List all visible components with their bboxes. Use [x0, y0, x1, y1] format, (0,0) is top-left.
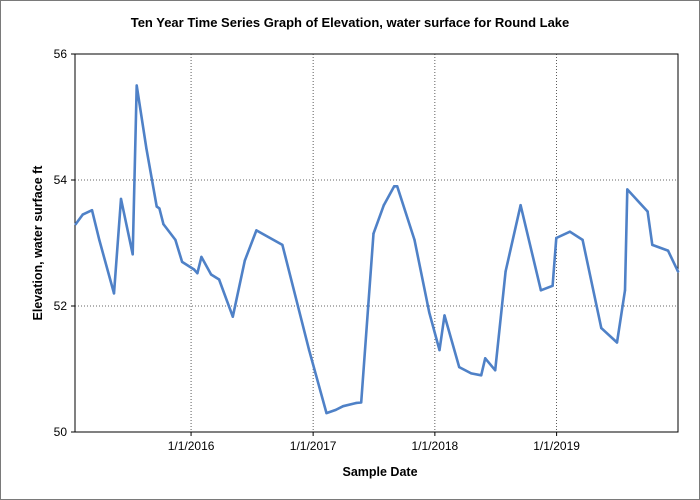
data-point [539, 289, 543, 292]
data-point [581, 238, 584, 242]
data-point [307, 348, 311, 352]
data-point [341, 405, 345, 408]
data-point [396, 185, 399, 188]
data-point [180, 260, 184, 264]
series-layer [74, 84, 680, 415]
data-point [209, 273, 213, 276]
data-point [480, 374, 483, 377]
data-point [281, 243, 284, 247]
x-tick-label: 1/1/2018 [412, 439, 459, 453]
data-point [623, 289, 627, 292]
data-point [355, 401, 358, 405]
y-tick-label: 54 [54, 173, 68, 187]
data-point [131, 253, 134, 256]
axis-ticks: 50 52 54 56 1/1/2016 1/1/2017 1/1/2018 1/1/2019 [54, 47, 581, 453]
y-tick-label: 52 [54, 299, 68, 313]
data-point [382, 204, 385, 207]
data-point [74, 222, 77, 226]
data-point [615, 341, 619, 344]
chart-title: Ten Year Time Series Graph of Elevation,… [131, 15, 570, 30]
data-point [119, 197, 123, 201]
data-point [217, 278, 221, 281]
y-tick-label: 56 [54, 47, 68, 61]
x-axis-label: Sample Date [342, 465, 417, 479]
data-point [646, 210, 649, 213]
data-point [666, 249, 670, 252]
data-point [196, 272, 199, 275]
data-point [334, 408, 337, 412]
data-point [174, 238, 177, 242]
data-point [325, 411, 328, 415]
x-tick-label: 1/1/2017 [290, 439, 337, 453]
data-point [568, 230, 572, 233]
y-tick-label: 50 [54, 425, 68, 439]
data-point [600, 326, 603, 330]
data-point [162, 222, 165, 226]
data-point [98, 238, 101, 242]
data-point [200, 255, 203, 259]
data-point [438, 348, 441, 352]
data-point [231, 315, 234, 318]
data-point [494, 369, 497, 372]
data-point [504, 270, 507, 273]
data-point [158, 207, 161, 210]
data-point [360, 401, 363, 404]
x-tick-label: 1/1/2019 [533, 439, 580, 453]
data-point [243, 259, 246, 262]
plot-area [74, 53, 679, 433]
data-point [551, 284, 554, 287]
data-point [155, 205, 158, 208]
data-point [255, 229, 258, 232]
data-point [676, 270, 680, 273]
data-point [428, 311, 431, 314]
data-point [372, 232, 375, 235]
data-point [192, 268, 196, 271]
y-axis-label: Elevation, water surface ft [31, 165, 45, 321]
data-point [470, 372, 473, 375]
data-point [81, 213, 84, 216]
x-tick-label: 1/1/2016 [168, 439, 215, 453]
data-point [443, 314, 446, 317]
data-point [413, 238, 416, 242]
data-point [393, 185, 396, 188]
data-point [90, 209, 94, 212]
data-point [135, 84, 138, 87]
data-point [651, 243, 654, 247]
data-point [555, 236, 558, 240]
data-point [458, 365, 461, 369]
data-point [519, 204, 522, 207]
data-point [145, 147, 148, 150]
data-point [112, 292, 116, 295]
data-point [484, 357, 487, 360]
data-point [626, 188, 629, 191]
